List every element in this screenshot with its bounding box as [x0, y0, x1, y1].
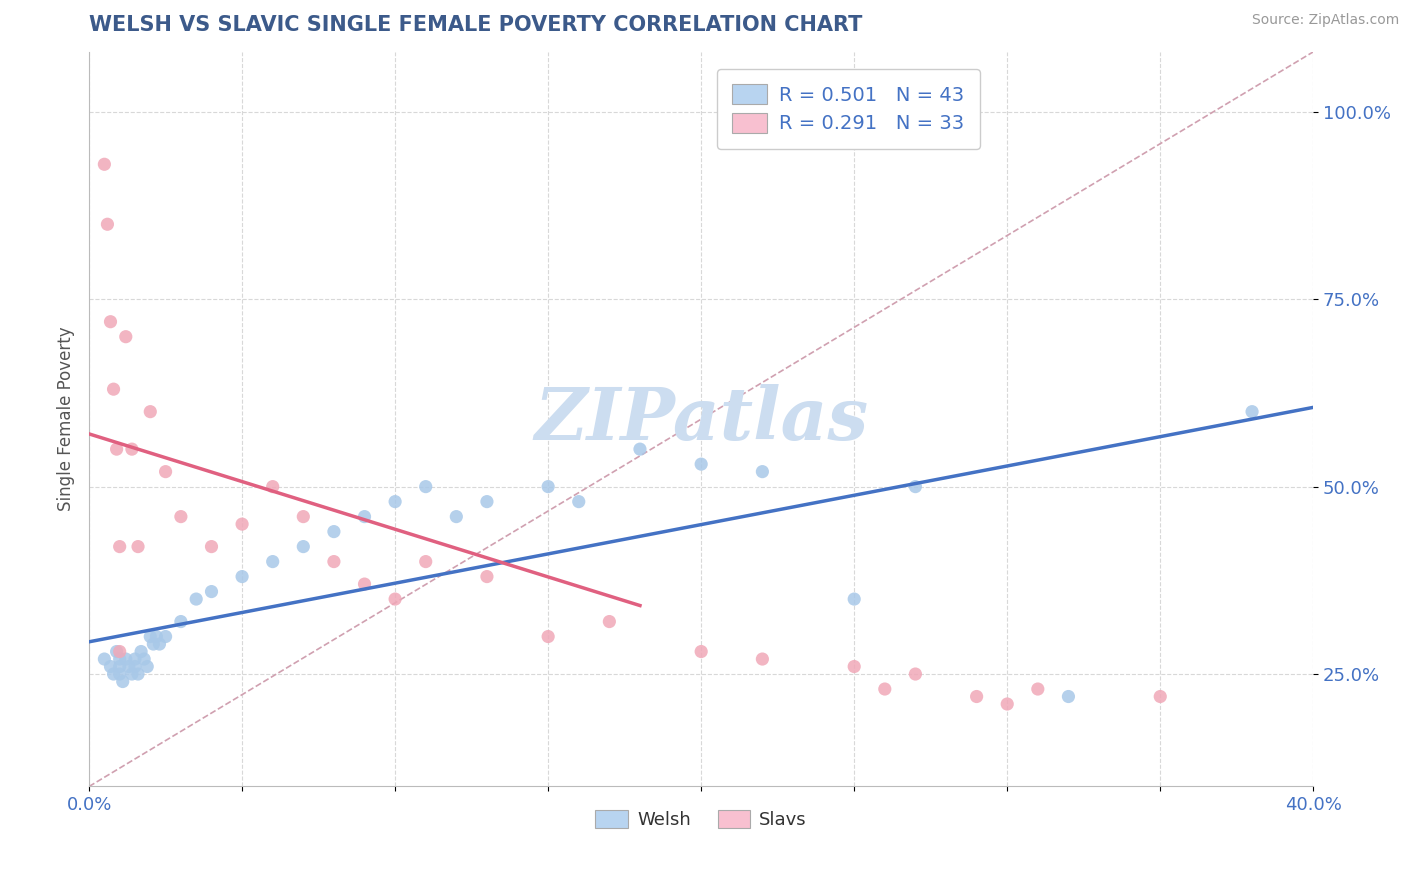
Y-axis label: Single Female Poverty: Single Female Poverty: [58, 326, 75, 511]
Point: [100, 315, 122, 329]
Point: [111, 674, 134, 689]
Point: [155, 465, 177, 479]
Point: [127, 667, 149, 681]
Point: [114, 329, 136, 343]
Point: [127, 540, 149, 554]
Point: [262, 555, 284, 569]
Point: [537, 630, 560, 644]
Point: [142, 637, 165, 651]
Point: [139, 405, 162, 419]
Point: [262, 480, 284, 494]
Point: [475, 494, 498, 508]
Point: [124, 659, 146, 673]
Point: [129, 644, 152, 658]
Point: [103, 667, 125, 681]
Point: [415, 480, 437, 494]
Point: [844, 659, 866, 673]
Point: [598, 615, 620, 629]
Point: [121, 442, 143, 457]
Point: [114, 652, 136, 666]
Point: [475, 569, 498, 583]
Point: [96, 217, 118, 231]
Point: [100, 659, 122, 673]
Point: [170, 615, 193, 629]
Point: [690, 457, 713, 471]
Point: [231, 517, 253, 532]
Point: [353, 509, 375, 524]
Point: [103, 382, 125, 396]
Point: [446, 509, 468, 524]
Point: [145, 630, 167, 644]
Point: [322, 555, 344, 569]
Point: [568, 494, 591, 508]
Point: [322, 524, 344, 539]
Point: [148, 637, 170, 651]
Point: [1149, 690, 1171, 704]
Point: [93, 157, 115, 171]
Point: [1057, 690, 1080, 704]
Point: [108, 652, 131, 666]
Point: [200, 584, 222, 599]
Point: [108, 540, 131, 554]
Text: WELSH VS SLAVIC SINGLE FEMALE POVERTY CORRELATION CHART: WELSH VS SLAVIC SINGLE FEMALE POVERTY CO…: [89, 15, 862, 35]
Point: [136, 659, 159, 673]
Point: [628, 442, 651, 457]
Point: [200, 540, 222, 554]
Point: [231, 569, 253, 583]
Point: [105, 644, 128, 658]
Point: [751, 652, 773, 666]
Text: Source: ZipAtlas.com: Source: ZipAtlas.com: [1251, 13, 1399, 28]
Point: [186, 592, 208, 607]
Point: [170, 509, 193, 524]
Point: [384, 494, 406, 508]
Point: [292, 509, 315, 524]
Point: [844, 592, 866, 607]
Text: ZIPatlas: ZIPatlas: [534, 384, 869, 455]
Point: [415, 555, 437, 569]
Point: [108, 667, 131, 681]
Point: [1026, 681, 1049, 696]
Legend: Welsh, Slavs: Welsh, Slavs: [588, 803, 814, 836]
Point: [384, 592, 406, 607]
Point: [353, 577, 375, 591]
Point: [121, 667, 143, 681]
Point: [751, 465, 773, 479]
Point: [292, 540, 315, 554]
Point: [118, 659, 141, 673]
Point: [155, 630, 177, 644]
Point: [995, 697, 1018, 711]
Point: [93, 652, 115, 666]
Point: [537, 480, 560, 494]
Point: [105, 442, 128, 457]
Point: [134, 652, 156, 666]
Point: [139, 630, 162, 644]
Point: [873, 681, 896, 696]
Point: [904, 480, 927, 494]
Point: [124, 652, 146, 666]
Point: [108, 659, 131, 673]
Point: [966, 690, 988, 704]
Point: [690, 644, 713, 658]
Point: [1241, 405, 1264, 419]
Point: [904, 667, 927, 681]
Point: [108, 644, 131, 658]
